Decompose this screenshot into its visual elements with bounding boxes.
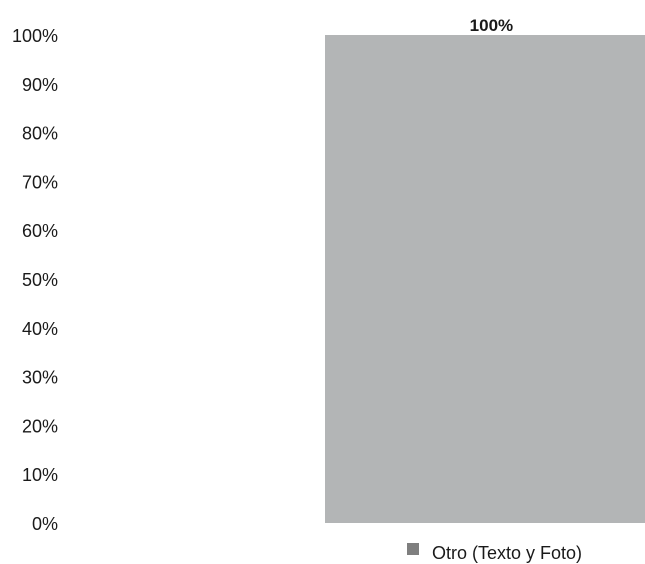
y-tick-label: 0% [32, 514, 58, 534]
bar-data-label: 100% [470, 16, 513, 35]
y-axis-tick-labels: 0% 10% 20% 30% 40% 50% 60% 70% 80% 90% 100% [12, 26, 58, 534]
y-tick-label: 40% [22, 319, 58, 339]
legend-swatch-icon [407, 543, 419, 555]
legend: Otro (Texto y Foto) [407, 543, 582, 563]
bars [325, 35, 645, 523]
legend-label: Otro (Texto y Foto) [432, 543, 582, 563]
y-tick-label: 10% [22, 465, 58, 485]
y-tick-label: 70% [22, 172, 58, 192]
data-labels: 100% [470, 16, 513, 35]
y-tick-label: 100% [12, 26, 58, 46]
y-tick-label: 20% [22, 416, 58, 436]
bar [325, 35, 645, 523]
y-tick-label: 50% [22, 270, 58, 290]
y-tick-label: 30% [22, 368, 58, 388]
y-tick-label: 90% [22, 75, 58, 95]
y-tick-label: 80% [22, 124, 58, 144]
y-tick-label: 60% [22, 221, 58, 241]
